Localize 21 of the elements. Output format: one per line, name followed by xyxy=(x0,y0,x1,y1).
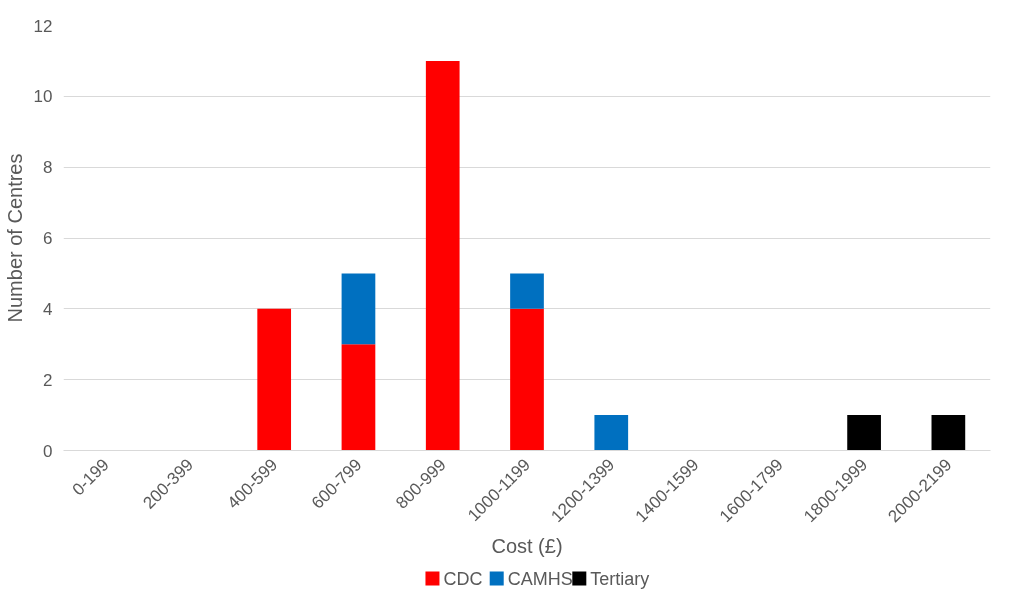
bar xyxy=(341,273,376,345)
bar xyxy=(931,415,966,451)
legend-label: CAMHS xyxy=(507,568,573,589)
y-tick-label: 4 xyxy=(43,299,53,319)
bar xyxy=(847,415,881,451)
bar xyxy=(341,344,376,451)
y-tick-label: 6 xyxy=(43,229,53,248)
legend-label: CDC xyxy=(443,568,483,589)
bar xyxy=(594,415,629,451)
y-axis-title: Number of Centres xyxy=(3,153,26,323)
y-tick-label: 2 xyxy=(43,370,53,390)
y-tick-label: 0 xyxy=(43,441,53,461)
y-tick-label: 10 xyxy=(33,87,53,107)
y-tick-label: 12 xyxy=(33,16,53,36)
x-axis-title: Cost (£) xyxy=(491,535,563,558)
legend-label: Tertiary xyxy=(590,568,650,589)
bar xyxy=(510,308,544,451)
bar xyxy=(257,308,292,451)
bar xyxy=(425,60,460,451)
bar xyxy=(510,273,544,309)
y-tick-label: 8 xyxy=(43,158,53,178)
